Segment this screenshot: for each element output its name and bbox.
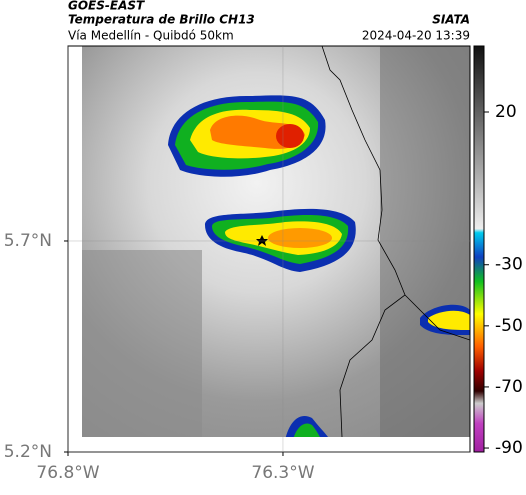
colorbar-tick-label: -30 — [495, 255, 523, 275]
y-tick-label: 5.7°N — [4, 231, 52, 251]
colorbar-tick-label: -70 — [495, 377, 523, 397]
source: SIATA — [432, 13, 470, 27]
border — [321, 46, 406, 437]
title: GOES-EAST — [68, 0, 145, 13]
station-marker — [256, 235, 268, 246]
satellite-image — [82, 46, 470, 437]
cloud-2 — [205, 208, 356, 272]
colorbar-tick-label: -90 — [495, 438, 523, 458]
colorbar — [473, 45, 485, 453]
x-tick-label: 76.8°W — [36, 463, 99, 483]
x-tick-label: 76.3°W — [251, 463, 314, 483]
colorbar-tick-label: -50 — [495, 316, 523, 336]
y-tick-label: 5.2°N — [4, 442, 52, 462]
route: Vía Medellín - Quibdó 50km — [68, 29, 234, 43]
subtitle: Temperatura de Brillo CH13 — [68, 13, 255, 27]
colorbar-tick-label: 20 — [495, 102, 517, 122]
datetime: 2024-04-20 13:39 — [362, 29, 470, 43]
